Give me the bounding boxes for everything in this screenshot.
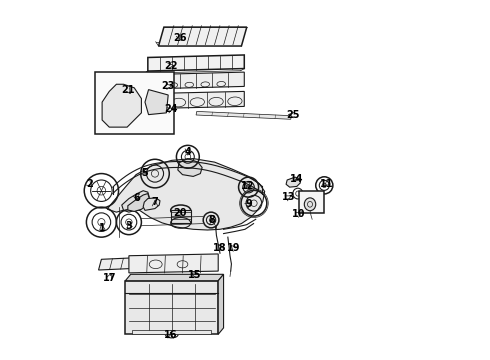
Text: 25: 25 [287,110,300,120]
Bar [95,72,174,134]
Polygon shape [196,111,292,119]
Text: 21: 21 [121,85,135,95]
Polygon shape [150,91,245,109]
Text: 20: 20 [173,208,187,218]
Text: 6: 6 [134,193,141,203]
Polygon shape [218,274,223,334]
Text: 16: 16 [164,330,177,341]
Text: 22: 22 [164,61,177,71]
Text: 17: 17 [102,273,116,283]
Text: 10: 10 [292,209,305,219]
Polygon shape [122,191,149,212]
Text: 1: 1 [99,223,105,233]
Bar [298,192,324,213]
Ellipse shape [108,93,131,117]
Ellipse shape [304,198,316,211]
Text: 18: 18 [213,243,227,253]
Polygon shape [98,257,156,270]
Polygon shape [148,72,245,89]
Text: 19: 19 [227,243,240,253]
Text: 4: 4 [184,147,191,157]
Text: 26: 26 [173,33,187,43]
Polygon shape [143,198,160,210]
Text: 3: 3 [125,221,132,231]
Text: 24: 24 [164,104,177,114]
Polygon shape [125,274,223,281]
Ellipse shape [113,98,126,112]
Text: 5: 5 [142,168,148,178]
Polygon shape [125,281,218,334]
Ellipse shape [149,94,162,110]
Polygon shape [286,177,300,187]
Text: 14: 14 [290,174,303,184]
Polygon shape [102,84,142,127]
Text: 12: 12 [241,181,255,191]
Polygon shape [178,158,202,176]
Polygon shape [107,158,265,230]
Text: 2: 2 [86,179,93,189]
Bar [171,210,191,223]
Text: 8: 8 [209,215,216,225]
Polygon shape [129,254,218,273]
Text: 9: 9 [245,199,252,209]
Text: 7: 7 [151,197,158,207]
Text: 15: 15 [188,270,202,280]
Text: 23: 23 [161,81,175,91]
Polygon shape [128,194,149,211]
Polygon shape [145,90,168,114]
Text: 13: 13 [282,192,295,202]
Polygon shape [159,27,247,46]
Ellipse shape [171,205,191,216]
Text: 11: 11 [319,179,333,189]
Bar [132,330,211,334]
Polygon shape [148,55,245,71]
